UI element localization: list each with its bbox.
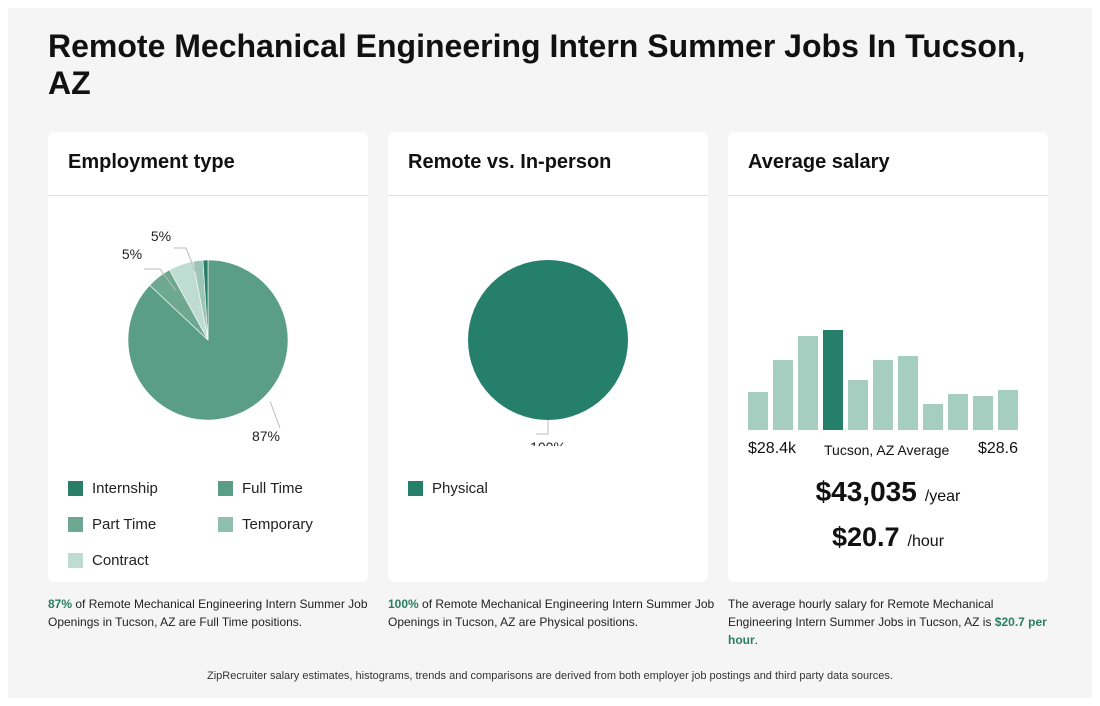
pie-label-leader-line: [269, 400, 281, 429]
salary-description: The average hourly salary for Remote Mec…: [728, 595, 1058, 649]
legend-swatch: [218, 517, 233, 532]
histogram-bar: [848, 380, 868, 430]
legend-label: Internship: [92, 480, 158, 497]
salary-histogram: [748, 330, 1018, 430]
legend-label: Temporary: [242, 516, 313, 533]
remote-vs-in-person-card: Remote vs. In-person 100% Physical: [388, 132, 708, 582]
description-text: of Remote Mechanical Engineering Intern …: [388, 597, 715, 629]
legend-label: Part Time: [92, 516, 157, 533]
legend-label: Contract: [92, 552, 149, 569]
card-title: Average salary: [728, 132, 1048, 196]
legend-item-temporary: Temporary: [218, 516, 313, 533]
hourly-salary: $20.7/hour: [728, 522, 1048, 553]
legend-item-internship: Internship: [68, 480, 158, 497]
histogram-bar: [798, 336, 818, 430]
page-frame: Remote Mechanical Engineering Intern Sum…: [8, 8, 1092, 698]
pie-slice-internship: [202, 259, 209, 341]
legend-item-full-time: Full Time: [218, 480, 303, 497]
legend-swatch: [218, 481, 233, 496]
remote-description: 100% of Remote Mechanical Engineering In…: [388, 595, 718, 631]
pie-label-leader-line: [144, 268, 177, 292]
histogram-bar: [873, 360, 893, 430]
highlight-percent: 87%: [48, 597, 73, 611]
highlight-salary: $20.7 per hour: [728, 615, 1047, 647]
card-title: Remote vs. In-person: [388, 132, 708, 196]
legend-item-contract: Contract: [68, 552, 149, 569]
legend-label: Full Time: [242, 480, 303, 497]
footer-disclaimer: ZipRecruiter salary estimates, histogram…: [207, 670, 893, 682]
legend-item-part-time: Part Time: [68, 516, 156, 533]
histogram-bar: [998, 390, 1018, 430]
pie-data-label: 5%: [122, 246, 142, 262]
average-salary-card: Average salary $28.4k Tucson, AZ Average…: [728, 132, 1048, 582]
card-title: Employment type: [48, 132, 368, 196]
description-end: .: [754, 633, 759, 647]
employment-type-card: Employment type 87% 5% 5% Internship Full …: [48, 132, 368, 582]
pie-data-label: 100%: [530, 439, 566, 446]
page-title: Remote Mechanical Engineering Intern Sum…: [48, 28, 1026, 101]
histogram-bar: [973, 396, 993, 430]
highlight-percent: 100%: [388, 597, 419, 611]
pie-data-label: 5%: [151, 228, 171, 244]
histogram-min-label: $28.4k: [748, 440, 797, 457]
legend-swatch: [68, 553, 83, 568]
histogram-bar: [923, 404, 943, 430]
hourly-salary-value: $20.7: [831, 522, 900, 552]
histogram-bar: [748, 392, 768, 430]
pie-slice-physical: [468, 260, 628, 420]
yearly-salary-unit: /year: [924, 488, 961, 505]
legend-swatch: [68, 481, 83, 496]
description-text: of Remote Mechanical Engineering Intern …: [48, 597, 368, 629]
histogram-bar: [898, 356, 918, 430]
pie-label-leader-line: [536, 420, 549, 435]
description-text: The average hourly salary for Remote Mec…: [728, 597, 995, 629]
yearly-salary: $43,035/year: [728, 476, 1048, 508]
histogram-average-label: Tucson, AZ Average: [824, 442, 950, 458]
pie-label-leader-line: [174, 247, 199, 279]
histogram-max-label: $28.6: [977, 440, 1018, 457]
yearly-salary-value: $43,035: [815, 476, 917, 507]
employment-description: 87% of Remote Mechanical Engineering Int…: [48, 595, 378, 631]
legend-item-physical: Physical: [408, 480, 488, 497]
hourly-salary-unit: /hour: [907, 533, 945, 550]
employment-pie-chart: 87% 5% 5%: [122, 228, 289, 444]
histogram-bar: [773, 360, 793, 430]
legend-swatch: [68, 517, 83, 532]
legend-swatch: [408, 481, 423, 496]
remote-pie-chart: 100%: [468, 260, 628, 446]
pie-data-label: 87%: [252, 428, 280, 444]
histogram-bar-highlight: [823, 330, 843, 430]
legend-label: Physical: [432, 480, 488, 497]
histogram-bar: [948, 394, 968, 430]
